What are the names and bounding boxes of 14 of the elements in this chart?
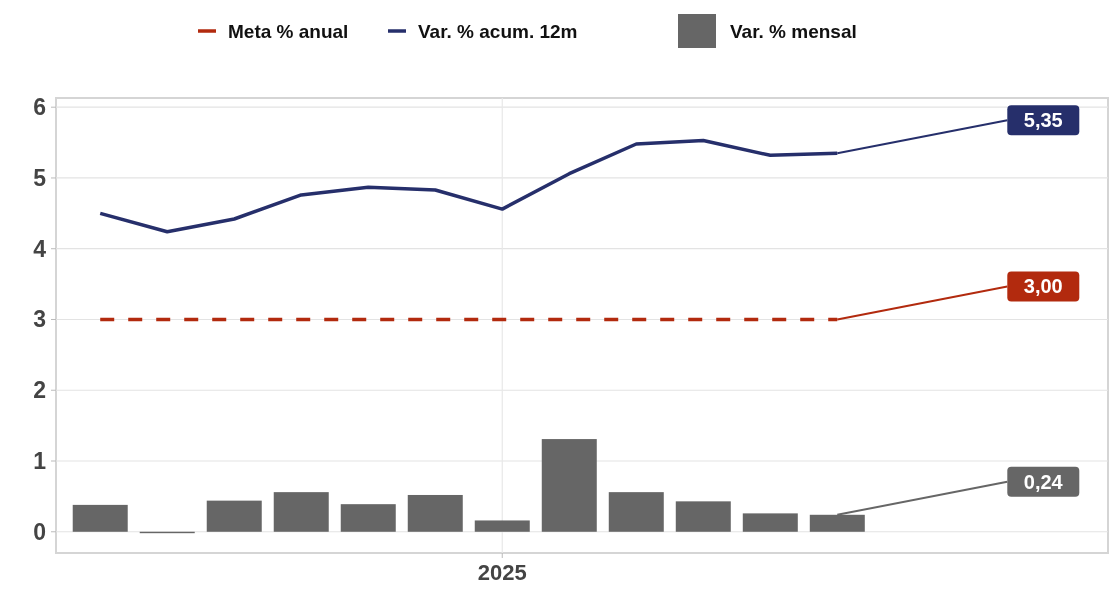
legend-label: Meta % anual: [228, 21, 349, 42]
data-label: 0,24: [1023, 470, 1064, 493]
y-tick-label: 4: [33, 235, 47, 262]
y-tick-label: 5: [33, 164, 47, 191]
y-tick-label: 2: [33, 377, 46, 404]
x-tick-label: 2025: [477, 560, 527, 585]
y-tick-label: 1: [33, 448, 47, 475]
legend-label: Var. % acum. 12m: [418, 21, 578, 42]
data-label: 5,35: [1023, 109, 1063, 132]
legend-label: Var. % mensal: [730, 21, 857, 42]
y-tick-label: 6: [33, 94, 46, 121]
y-tick-label: 0: [33, 518, 46, 545]
data-label: 3,00: [1023, 275, 1063, 298]
y-tick-label: 3: [33, 306, 46, 333]
